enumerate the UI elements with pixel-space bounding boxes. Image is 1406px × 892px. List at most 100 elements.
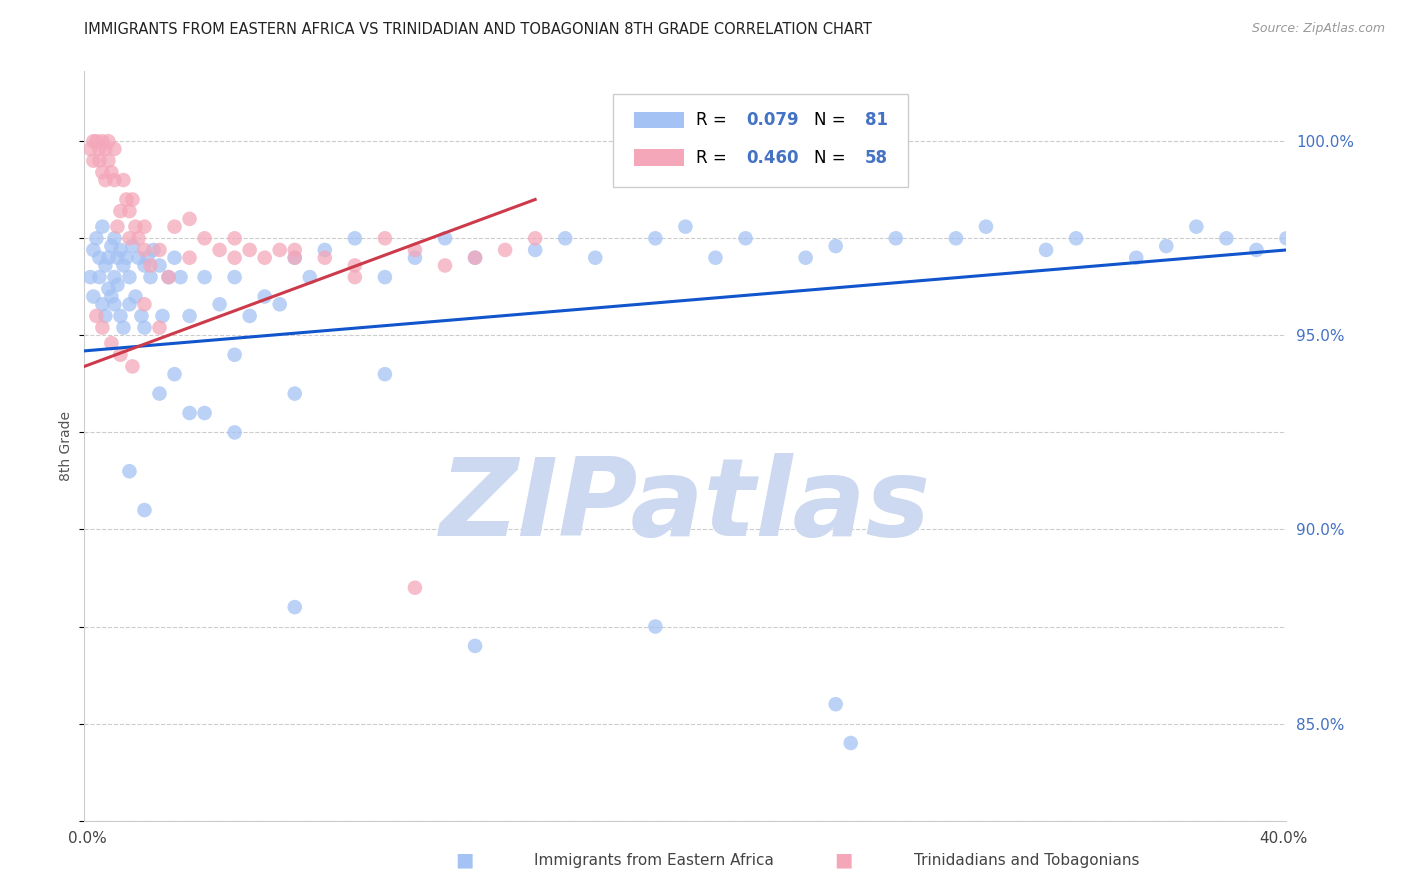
Point <box>434 259 457 273</box>
Point <box>121 193 143 207</box>
Point <box>945 231 967 245</box>
Point <box>1125 251 1147 265</box>
Point <box>134 320 156 334</box>
Point <box>118 464 141 478</box>
Point <box>269 243 291 257</box>
Point <box>139 270 162 285</box>
Point <box>298 270 321 285</box>
Text: 40.0%: 40.0% <box>1260 831 1308 846</box>
Point <box>112 259 135 273</box>
Text: 58: 58 <box>865 149 887 167</box>
Point <box>86 231 108 245</box>
Point <box>314 243 336 257</box>
Point <box>404 581 426 595</box>
Point <box>79 270 101 285</box>
Point <box>374 270 396 285</box>
Point <box>343 259 366 273</box>
Point <box>434 231 457 245</box>
Point <box>148 386 170 401</box>
Point <box>86 134 108 148</box>
FancyBboxPatch shape <box>613 94 908 187</box>
Point <box>1185 219 1208 234</box>
Point <box>115 251 138 265</box>
Point <box>163 219 186 234</box>
Point <box>124 219 146 234</box>
Text: Source: ZipAtlas.com: Source: ZipAtlas.com <box>1251 22 1385 36</box>
Text: ■: ■ <box>454 850 474 869</box>
Point <box>91 165 114 179</box>
Point <box>134 243 156 257</box>
Point <box>179 211 201 226</box>
Point <box>115 193 138 207</box>
Point <box>675 219 697 234</box>
Point <box>94 259 117 273</box>
Point <box>179 251 201 265</box>
Point <box>89 142 111 156</box>
Point <box>224 270 246 285</box>
Point <box>464 639 486 653</box>
Point <box>179 309 201 323</box>
Point <box>97 153 120 168</box>
Point <box>524 231 547 245</box>
Point <box>194 406 217 420</box>
Point <box>118 270 141 285</box>
Point <box>1275 231 1298 245</box>
Point <box>91 320 114 334</box>
Point <box>464 251 486 265</box>
Point <box>103 297 125 311</box>
Point <box>704 251 727 265</box>
Point <box>134 219 156 234</box>
Point <box>253 251 276 265</box>
Point <box>82 153 104 168</box>
Point <box>110 309 132 323</box>
Point <box>148 259 170 273</box>
Point <box>269 297 291 311</box>
Point <box>374 231 396 245</box>
Point <box>583 251 606 265</box>
Point <box>224 348 246 362</box>
Point <box>82 289 104 303</box>
Point <box>131 309 153 323</box>
Point <box>100 165 122 179</box>
Point <box>644 619 666 633</box>
Point <box>974 219 997 234</box>
Text: R =: R = <box>696 149 733 167</box>
Point <box>107 251 129 265</box>
Text: 81: 81 <box>865 112 887 129</box>
Bar <box>634 149 685 166</box>
Point <box>103 173 125 187</box>
Point <box>97 134 120 148</box>
Point <box>110 348 132 362</box>
Point <box>343 270 366 285</box>
Text: IMMIGRANTS FROM EASTERN AFRICA VS TRINIDADIAN AND TOBAGONIAN 8TH GRADE CORRELATI: IMMIGRANTS FROM EASTERN AFRICA VS TRINID… <box>84 22 872 37</box>
Point <box>110 204 132 219</box>
Point <box>824 697 846 711</box>
Point <box>194 270 217 285</box>
Point <box>142 243 165 257</box>
Point <box>121 359 143 374</box>
Point <box>157 270 180 285</box>
Point <box>284 251 307 265</box>
Point <box>1215 231 1237 245</box>
Point <box>734 231 756 245</box>
Point <box>107 219 129 234</box>
Point <box>152 309 174 323</box>
Point <box>314 251 336 265</box>
Point <box>118 297 141 311</box>
Point <box>100 289 122 303</box>
Point <box>124 289 146 303</box>
Point <box>494 243 516 257</box>
Point <box>284 243 307 257</box>
Point <box>89 153 111 168</box>
Point <box>224 231 246 245</box>
Text: Immigrants from Eastern Africa: Immigrants from Eastern Africa <box>534 854 775 868</box>
Point <box>121 239 143 253</box>
Text: ■: ■ <box>834 850 853 869</box>
Point <box>239 243 262 257</box>
Text: N =: N = <box>814 149 851 167</box>
Point <box>112 173 135 187</box>
Point <box>554 231 576 245</box>
Point <box>839 736 862 750</box>
Point <box>644 231 666 245</box>
Point <box>103 270 125 285</box>
